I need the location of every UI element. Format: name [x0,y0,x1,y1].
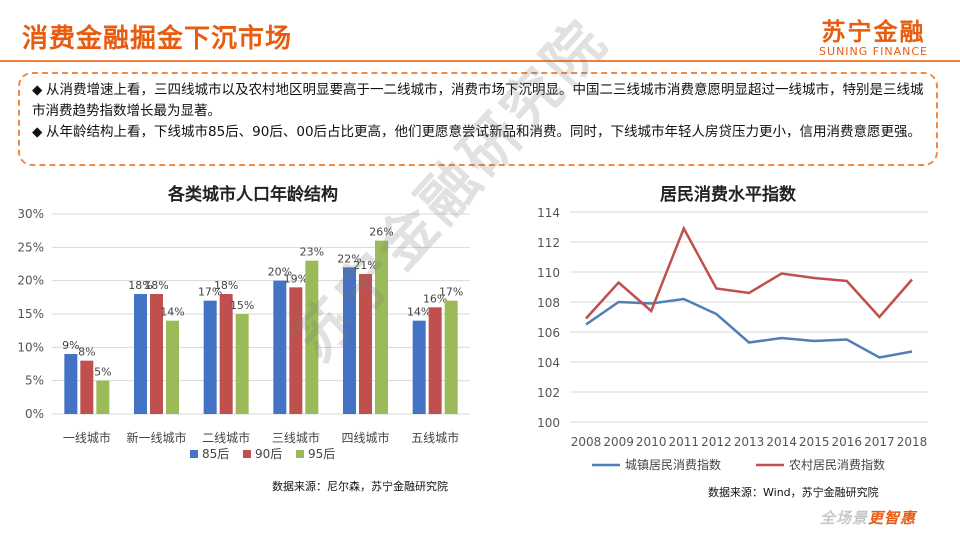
bar [289,287,303,414]
x-tick-label: 新一线城市 [126,430,186,445]
brand-logo: 苏宁金融 SUNING FINANCE [819,12,928,58]
y-tick-label: 5% [25,374,44,388]
legend-label: 95后 [308,447,335,461]
x-tick-label: 二线城市 [202,430,250,445]
bullet-2: ◆ 从年龄结构上看，下线城市85后、90后、00后占比更高，他们更愿意尝试新品和消… [32,122,926,143]
x-tick-label: 2011 [669,435,700,449]
y-tick-label: 25% [17,240,44,254]
x-tick-label: 2012 [701,435,732,449]
bar [428,307,442,414]
data-label: 14% [160,306,184,319]
bar [203,300,217,414]
footer-slogan-part2: 更智惠 [867,509,916,527]
y-tick-label: 30% [17,207,44,221]
legend-label: 农村居民消费指数 [789,457,885,472]
bar [444,300,458,414]
data-label: 18% [214,279,238,292]
bar [96,380,110,414]
y-tick-label: 102 [537,386,560,400]
x-tick-label: 一线城市 [63,430,111,445]
x-tick-label: 2016 [832,435,863,449]
data-label: 16% [423,292,447,305]
bullet-1: ◆ 从消费增速上看，三四线城市以及农村地区明显要高于一二线城市，消费市场下沉明显。… [32,80,926,122]
y-tick-label: 114 [537,206,560,220]
x-tick-label: 四线城市 [341,430,389,445]
bar [412,320,426,414]
x-tick-label: 2010 [636,435,667,449]
y-tick-label: 108 [537,296,560,310]
bar [166,320,179,414]
bar [219,294,233,414]
data-label: 23% [300,246,324,259]
bar [343,267,356,414]
data-label: 17% [198,286,222,299]
footer-slogan-part1: 全场景 [819,509,868,527]
legend-swatch [243,450,251,458]
x-tick-label: 三线城市 [272,430,320,445]
data-label: 18% [128,279,152,292]
age-structure-bar-chart: 0%5%10%15%20%25%30%9%8%5%一线城市18%18%14%新一… [17,207,470,461]
data-label: 18% [144,279,168,292]
data-label: 19% [284,272,308,285]
consumption-index-line-chart: 100 102 104 106 108 110 112 114 2008 2009 2010 2011… [537,206,928,472]
x-tick-label: 2009 [603,435,634,449]
bar [64,354,78,414]
legend-label: 城镇居民消费指数 [625,457,721,472]
x-tick-label: 2015 [799,435,830,449]
data-label: 20% [268,266,292,279]
data-label: 9% [62,339,79,352]
bar-chart-source: 数据来源：尼尔森，苏宁金融研究院 [272,480,448,493]
x-tick-label: 五线城市 [411,430,459,445]
data-label: 26% [369,226,393,239]
bar-chart-title: 各类城市人口年龄结构 [168,185,338,205]
x-tick-label: 2014 [766,435,797,449]
data-label: 22% [337,252,361,265]
bar [359,274,372,414]
legend-label: 85后 [202,447,229,461]
bar [273,280,287,414]
y-tick-label: 15% [17,307,44,321]
series-line [585,297,913,359]
data-label: 17% [439,286,463,299]
diamond-bullet-icon: ◆ [32,82,43,98]
bar [80,360,94,414]
data-label: 15% [230,299,254,312]
data-label: 21% [353,259,377,272]
x-tick-label: 2017 [864,435,895,449]
series-line [585,225,913,320]
y-tick-label: 112 [537,236,560,250]
bar [150,294,163,414]
logo-text-cn: 苏宁金融 [821,18,926,46]
y-tick-label: 10% [17,340,44,354]
line-chart-source: 数据来源：Wind，苏宁金融研究院 [708,486,879,499]
x-tick-label: 2008 [571,435,602,449]
y-tick-label: 104 [537,356,560,370]
diamond-bullet-icon: ◆ [32,124,43,140]
bullet-1-text: 从消费增速上看，三四线城市以及农村地区明显要高于一二线城市，消费市场下沉明显。中… [32,82,924,119]
bar [375,240,388,414]
summary-box: ◆ 从消费增速上看，三四线城市以及农村地区明显要高于一二线城市，消费市场下沉明显。… [18,72,938,166]
data-label: 5% [94,366,111,379]
line-chart-title: 居民消费水平指数 [660,185,796,205]
data-label: 8% [78,346,95,359]
x-tick-label: 2013 [734,435,765,449]
bar [235,314,249,414]
legend-swatch [190,450,198,458]
logo-text-en: SUNING FINANCE [819,45,928,58]
y-tick-label: 0% [25,407,44,421]
y-tick-label: 100 [537,416,560,430]
y-tick-label: 110 [537,266,560,280]
legend-label: 90后 [255,447,282,461]
legend-swatch [296,450,304,458]
footer-slogan: 全场景更智惠 [820,507,916,528]
bullet-2-text: 从年龄结构上看，下线城市85后、90后、00后占比更高，他们更愿意尝试新品和消费… [46,124,922,140]
bar [134,294,147,414]
y-tick-label: 106 [537,326,560,340]
data-label: 14% [407,306,431,319]
x-tick-label: 2018 [897,435,928,449]
y-tick-label: 20% [17,274,44,288]
bar [305,260,319,414]
page-title: 消费金融掘金下沉市场 [22,24,293,54]
title-divider [0,60,960,62]
